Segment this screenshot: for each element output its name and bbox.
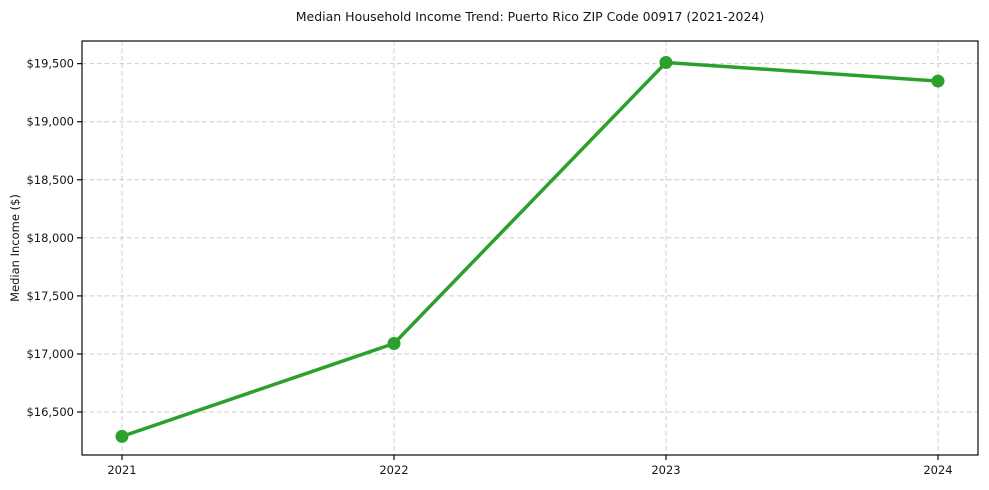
chart-title: Median Household Income Trend: Puerto Ri… (295, 9, 765, 24)
y-tick-label: $17,500 (26, 289, 74, 303)
y-tick-label: $18,500 (26, 173, 74, 187)
x-tick-label: 2021 (107, 463, 136, 477)
x-tick-label: 2023 (651, 463, 680, 477)
axes-spines (81, 40, 979, 456)
data-line (120, 60, 940, 439)
y-tick-label: $18,000 (26, 231, 74, 245)
data-point-2021 (115, 429, 129, 443)
y-tick-label: $19,000 (26, 115, 74, 129)
data-point-2023 (659, 55, 673, 69)
data-point-2024 (931, 74, 945, 88)
x-tick-label: 2024 (923, 463, 952, 477)
y-tick-label: $16,500 (26, 405, 74, 419)
y-tick-label: $17,000 (26, 347, 74, 361)
x-tick-label: 2022 (379, 463, 408, 477)
y-tick-label: $19,500 (26, 57, 74, 71)
y-axis-label: Median Income ($) (8, 194, 22, 302)
data-point-2022 (387, 337, 401, 351)
